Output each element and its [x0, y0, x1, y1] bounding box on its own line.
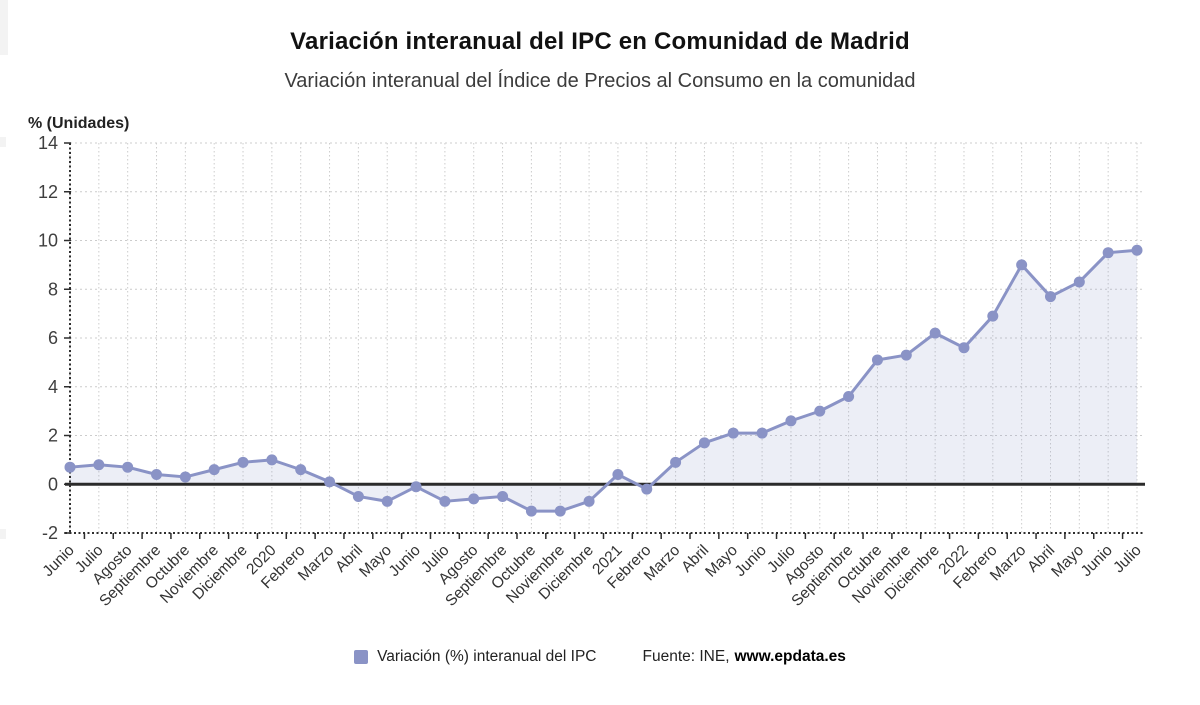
source-label: Fuente: INE,: [642, 648, 730, 665]
svg-text:4: 4: [48, 377, 58, 397]
svg-text:10: 10: [38, 231, 58, 251]
svg-text:Junio: Junio: [1078, 542, 1116, 580]
svg-text:Mayo: Mayo: [356, 542, 395, 581]
svg-text:Junio: Junio: [386, 542, 424, 580]
svg-text:0: 0: [48, 474, 58, 494]
legend-series-label: Variación (%) interanual del IPC: [377, 648, 597, 665]
svg-text:Junio: Junio: [40, 542, 78, 580]
edge-artifact: [0, 137, 6, 147]
legend-row: Variación (%) interanual del IPC Fuente:…: [0, 648, 1200, 666]
svg-text:Junio: Junio: [732, 542, 770, 580]
svg-text:Mayo: Mayo: [1048, 542, 1087, 581]
plot-area: 14121086420-2JunioJulioAgostoSeptiembreO…: [38, 133, 1145, 610]
svg-text:Julio: Julio: [1110, 542, 1145, 577]
svg-text:Mayo: Mayo: [702, 542, 741, 581]
y-axis-title: % (Unidades): [28, 115, 129, 132]
edge-artifact: [0, 529, 6, 539]
svg-text:8: 8: [48, 279, 58, 299]
svg-text:12: 12: [38, 182, 58, 202]
legend-swatch-icon: [354, 650, 369, 664]
svg-text:2: 2: [48, 426, 58, 446]
edge-artifact: [0, 0, 8, 55]
page-title: Variación interanual del IPC en Comunida…: [290, 28, 910, 55]
page-subtitle: Variación interanual del Índice de Preci…: [284, 70, 916, 92]
ipc-line-chart: % (Unidades) 14121086420-2JunioJulioAgos…: [28, 115, 1145, 610]
svg-text:14: 14: [38, 133, 58, 153]
svg-text:-2: -2: [42, 523, 58, 543]
svg-text:6: 6: [48, 328, 58, 348]
source-link[interactable]: www.epdata.es: [734, 648, 846, 665]
